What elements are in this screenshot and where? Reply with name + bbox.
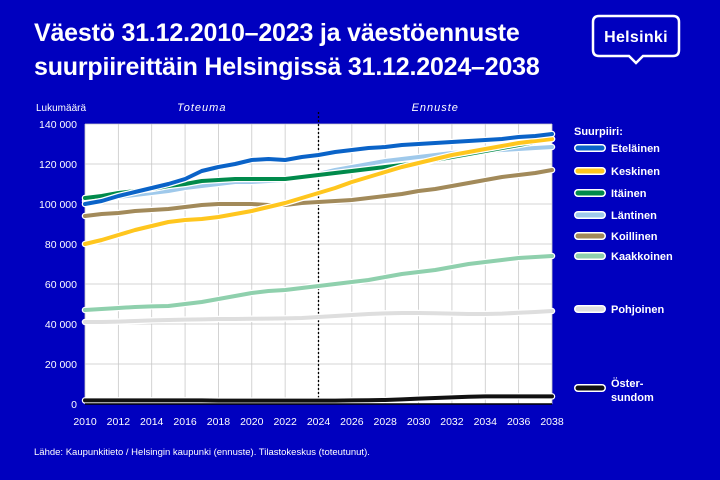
legend-label: Keskinen	[611, 166, 660, 178]
x-tick-label: 2010	[73, 416, 97, 428]
series-line-1	[83, 137, 554, 246]
y-tick-label: 100 000	[39, 199, 77, 211]
x-tick-label: 2022	[273, 416, 297, 428]
y-tick-label: 40 000	[45, 319, 77, 331]
legend-swatch	[575, 168, 605, 174]
series-line-4	[83, 168, 554, 218]
series-line-6	[83, 309, 554, 324]
y-tick-label: 60 000	[45, 279, 77, 291]
x-tick-label: 2018	[207, 416, 231, 428]
x-tick-label: 2028	[374, 416, 398, 428]
y-tick-label: 120 000	[39, 159, 77, 171]
x-tick-label: 2012	[107, 416, 131, 428]
y-axis-label: Lukumäärä	[36, 103, 86, 114]
legend-swatch	[575, 306, 605, 312]
legend-swatch	[575, 190, 605, 196]
legend-swatch	[575, 145, 605, 151]
legend-swatch	[575, 253, 605, 259]
y-tick-label: 0	[71, 399, 77, 411]
x-tick-label: 2036	[507, 416, 531, 428]
x-tick-label: 2030	[407, 416, 431, 428]
legend-label-line: Öster-	[611, 377, 644, 390]
x-tick-label: 2038	[540, 416, 564, 428]
series-line-7	[83, 394, 554, 403]
legend-label: Itäinen	[611, 188, 647, 200]
legend-swatch	[575, 385, 605, 391]
legend-swatch	[575, 212, 605, 218]
x-tick-label: 2020	[240, 416, 264, 428]
legend-label: Eteläinen	[611, 143, 660, 155]
logo-text: Helsinki	[604, 29, 668, 46]
logo-frame-icon	[591, 14, 681, 65]
chart-title: Väestö 31.12.2010–2023 ja väestöennuste …	[34, 16, 594, 84]
source-note: Lähde: Kaupunkitieto / Helsingin kaupunk…	[34, 447, 370, 458]
legend-title: Suurpiiri:	[574, 126, 623, 138]
series-line-0	[83, 132, 554, 206]
x-tick-label: 2026	[340, 416, 364, 428]
x-tick-label: 2034	[474, 416, 498, 428]
legend-swatch	[575, 233, 605, 239]
x-tick-label: 2024	[307, 416, 331, 428]
title-line-1: Väestö 31.12.2010–2023 ja väestöennuste	[34, 19, 520, 47]
x-tick-label: 2014	[140, 416, 164, 428]
period-label-actual: Toteuma	[177, 102, 226, 114]
legend-label: Koillinen	[611, 231, 658, 243]
y-tick-label: 80 000	[45, 239, 77, 251]
legend-label: Kaakkoinen	[611, 251, 673, 263]
y-tick-label: 20 000	[45, 359, 77, 371]
y-tick-label: 140 000	[39, 119, 77, 131]
series-line-5	[83, 254, 554, 312]
x-tick-label: 2032	[440, 416, 464, 428]
title-line-2: suurpiireittäin Helsingissä 31.12.2024–2…	[34, 53, 540, 81]
helsinki-logo: Helsinki	[591, 14, 681, 66]
period-label-forecast: Ennuste	[412, 102, 459, 114]
x-tick-label: 2016	[173, 416, 197, 428]
legend-label: Läntinen	[611, 210, 657, 222]
legend-label: Pohjoinen	[611, 304, 664, 316]
legend-label-line: sundom	[611, 392, 654, 404]
